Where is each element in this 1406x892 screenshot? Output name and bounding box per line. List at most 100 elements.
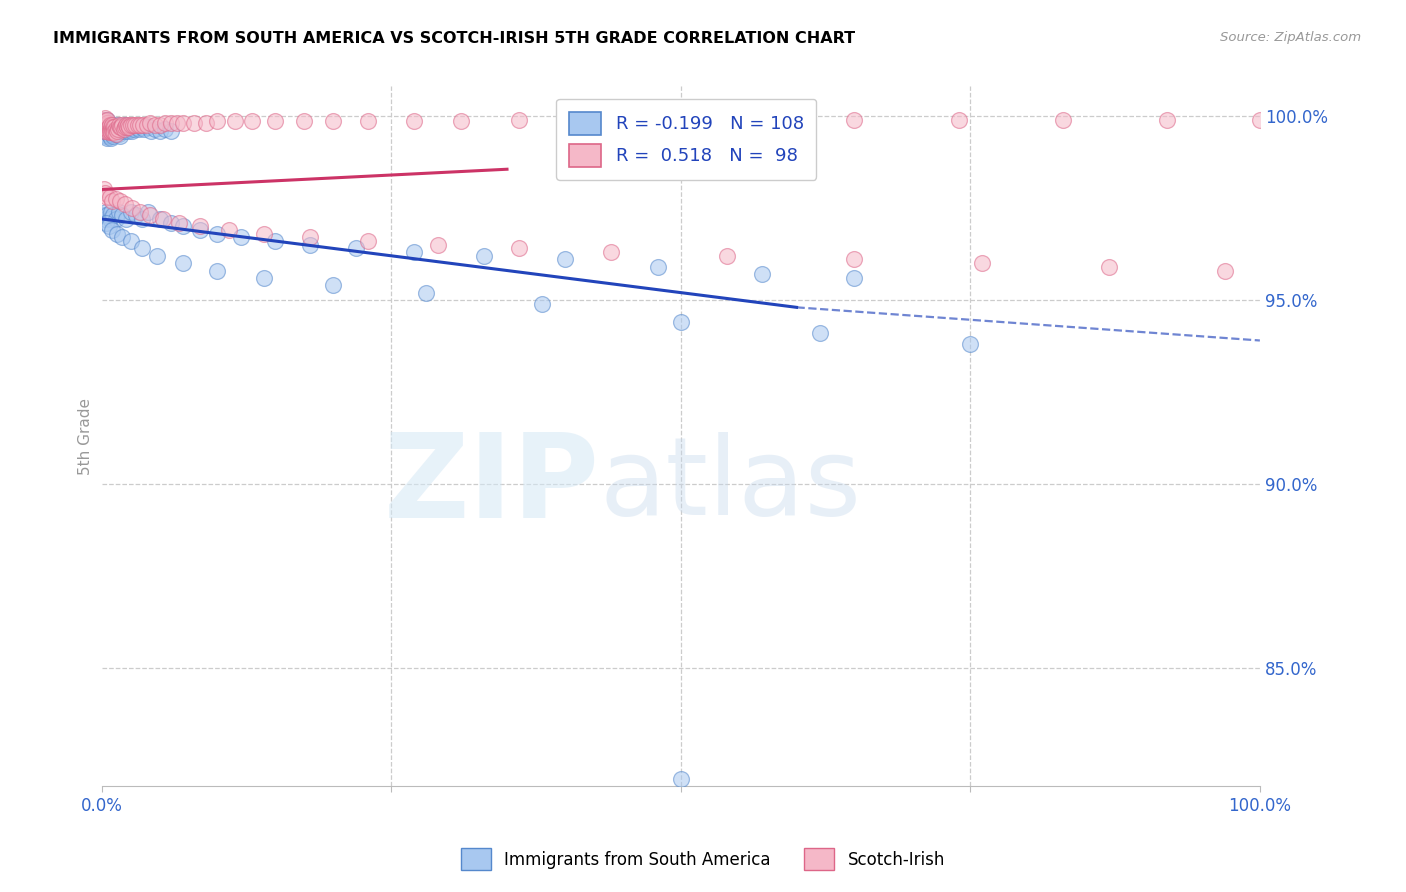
Point xyxy=(115,120,138,134)
Point xyxy=(292,114,315,128)
Point xyxy=(117,118,139,132)
Point xyxy=(207,263,229,277)
Point xyxy=(135,118,157,132)
Point xyxy=(115,211,138,226)
Point xyxy=(93,116,115,130)
Point xyxy=(125,208,148,222)
Point xyxy=(647,260,669,274)
Point xyxy=(139,116,162,130)
Point xyxy=(207,227,229,241)
Point xyxy=(120,204,142,219)
Point xyxy=(103,208,125,222)
Point xyxy=(96,208,118,222)
Point xyxy=(948,112,970,127)
Point xyxy=(131,211,153,226)
Point xyxy=(108,120,131,134)
Point xyxy=(155,121,177,136)
Point xyxy=(844,271,866,285)
Point xyxy=(114,120,136,134)
Point xyxy=(322,114,344,128)
Point xyxy=(134,121,156,136)
Point xyxy=(121,123,143,137)
Point xyxy=(94,118,117,132)
Point xyxy=(167,216,190,230)
Point xyxy=(103,125,125,139)
Point xyxy=(98,118,121,132)
Text: Source: ZipAtlas.com: Source: ZipAtlas.com xyxy=(1220,31,1361,45)
Point xyxy=(136,204,159,219)
Text: IMMIGRANTS FROM SOUTH AMERICA VS SCOTCH-IRISH 5TH GRADE CORRELATION CHART: IMMIGRANTS FROM SOUTH AMERICA VS SCOTCH-… xyxy=(53,31,856,46)
Point xyxy=(94,211,117,226)
Point xyxy=(112,123,135,137)
Point xyxy=(110,123,132,137)
Point xyxy=(101,194,124,208)
Point xyxy=(357,234,380,248)
Point xyxy=(299,230,322,244)
Point xyxy=(91,112,114,127)
Point xyxy=(229,230,252,244)
Point xyxy=(104,211,127,226)
Point xyxy=(96,131,118,145)
Point xyxy=(508,112,530,127)
Point xyxy=(576,112,599,127)
Point xyxy=(118,120,141,134)
Point xyxy=(146,249,169,263)
Point xyxy=(108,121,131,136)
Y-axis label: 5th Grade: 5th Grade xyxy=(79,398,93,475)
Point xyxy=(118,120,141,134)
Point xyxy=(264,114,287,128)
Point xyxy=(100,120,122,134)
Point xyxy=(115,121,138,136)
Point xyxy=(415,285,437,300)
Point xyxy=(160,123,183,137)
Point xyxy=(111,208,134,222)
Point xyxy=(264,234,287,248)
Point xyxy=(155,116,177,130)
Point xyxy=(101,118,124,132)
Point xyxy=(530,296,553,310)
Point xyxy=(97,120,120,134)
Point xyxy=(101,223,124,237)
Point xyxy=(114,197,136,211)
Point xyxy=(240,114,263,128)
Point xyxy=(172,116,194,130)
Point xyxy=(115,120,138,134)
Point xyxy=(404,114,426,128)
Point xyxy=(160,116,183,130)
Point xyxy=(98,129,121,144)
Point xyxy=(98,190,121,204)
Point xyxy=(94,186,117,201)
Point xyxy=(122,121,145,136)
Point xyxy=(472,249,495,263)
Point xyxy=(93,114,115,128)
Point xyxy=(970,256,993,270)
Point xyxy=(844,252,866,267)
Point xyxy=(96,125,118,139)
Point xyxy=(93,182,115,196)
Point xyxy=(143,121,166,136)
Point xyxy=(107,121,129,136)
Point xyxy=(132,118,155,132)
Point xyxy=(959,337,981,351)
Point xyxy=(508,241,530,255)
Point xyxy=(104,127,127,141)
Point xyxy=(404,245,426,260)
Point xyxy=(103,129,125,144)
Point xyxy=(101,121,124,136)
Point xyxy=(107,125,129,139)
Point xyxy=(98,123,121,137)
Point xyxy=(100,125,122,139)
Point xyxy=(103,120,125,134)
Point xyxy=(97,127,120,141)
Point xyxy=(96,123,118,137)
Point xyxy=(91,116,114,130)
Point xyxy=(148,211,170,226)
Point xyxy=(299,237,322,252)
Point xyxy=(172,219,194,234)
Point xyxy=(600,245,623,260)
Point xyxy=(1156,112,1178,127)
Point xyxy=(128,204,150,219)
Point xyxy=(96,216,118,230)
Point xyxy=(103,120,125,134)
Point xyxy=(125,120,148,134)
